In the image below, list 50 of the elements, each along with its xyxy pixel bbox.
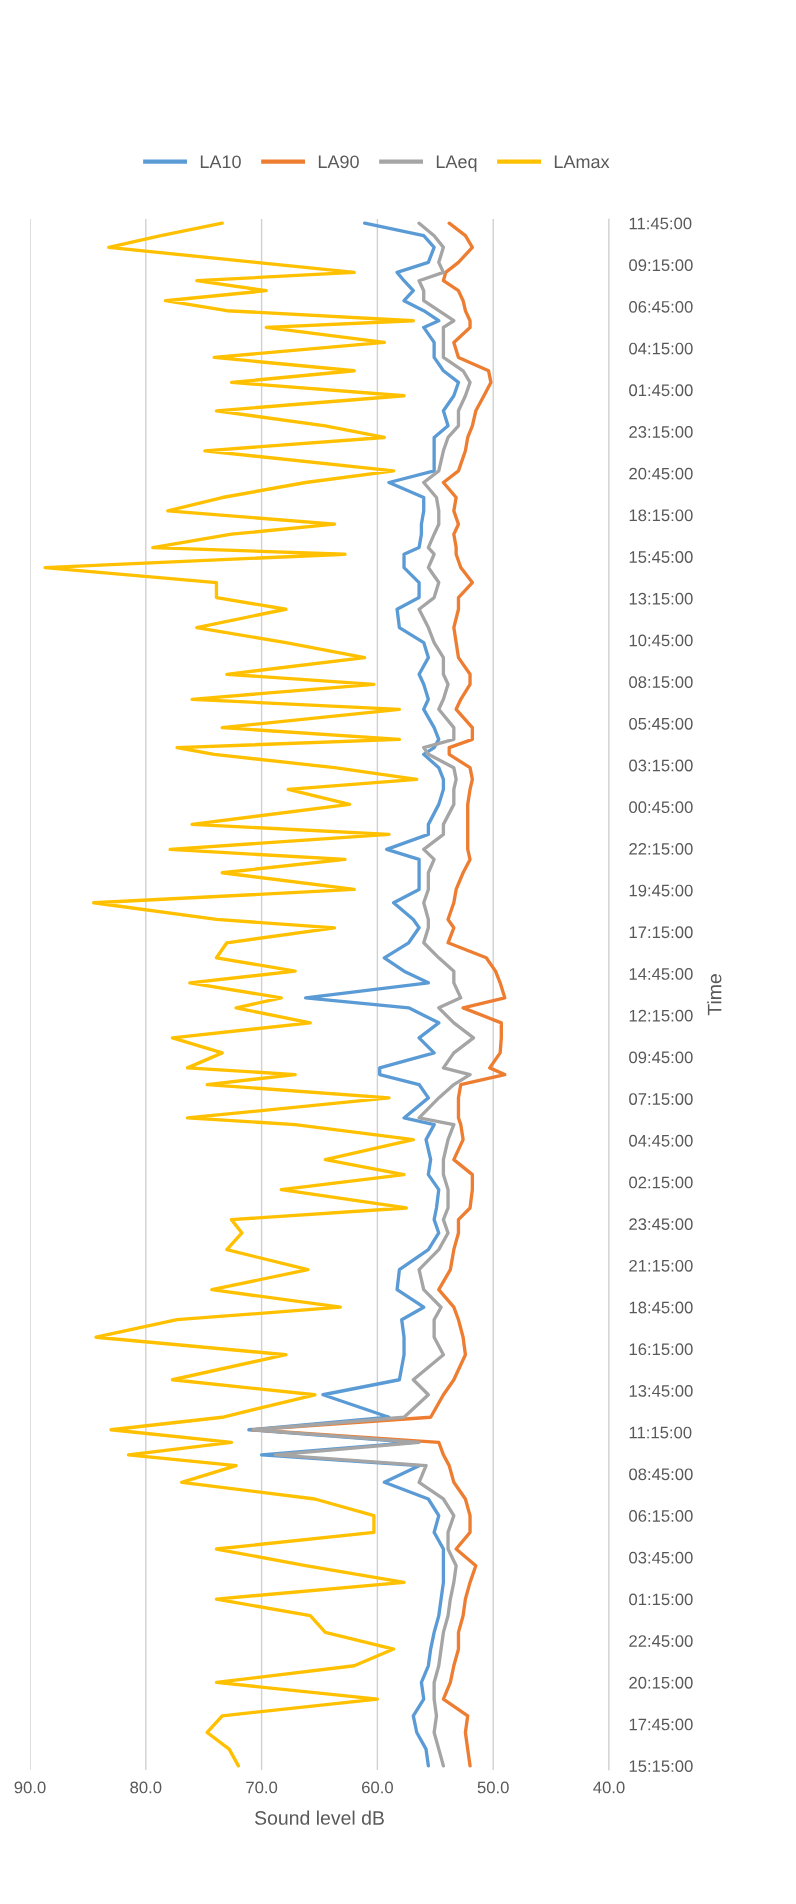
y-tick-label: 04:15:00 xyxy=(629,342,693,355)
y-tick-label: 02:15:00 xyxy=(629,1176,693,1189)
x-tick-label: 60.0 xyxy=(362,1781,393,1794)
y-tick-label: 18:15:00 xyxy=(629,509,693,522)
y-tick-label: 21:15:00 xyxy=(629,1259,693,1272)
y-tick-label: 14:45:00 xyxy=(629,968,693,980)
x-axis-title: Sound level dB xyxy=(254,1810,384,1825)
y-tick-label: 15:15:00 xyxy=(629,1760,693,1773)
y-tick-label: 03:45:00 xyxy=(629,1551,693,1564)
x-tick-label: 40.0 xyxy=(593,1781,625,1794)
y-tick-label: 15:45:00 xyxy=(629,551,693,563)
legend-label: LAmax xyxy=(554,155,610,169)
legend-label: LA90 xyxy=(318,155,359,169)
y-tick-label: 03:15:00 xyxy=(629,759,693,772)
y-axis-title: Time xyxy=(707,974,722,1016)
y-tick-label: 01:15:00 xyxy=(629,1593,693,1606)
y-tick-label: 17:45:00 xyxy=(629,1718,693,1731)
y-tick-label: 12:15:00 xyxy=(629,1009,693,1022)
y-tick-label: 08:15:00 xyxy=(629,676,693,688)
y-tick-label: 22:15:00 xyxy=(629,842,693,855)
legend-label: LA10 xyxy=(200,155,241,169)
y-tick-label: 23:45:00 xyxy=(629,1218,693,1231)
x-tick-label: 50.0 xyxy=(477,1781,509,1794)
y-tick-label: 11:45:00 xyxy=(629,217,692,230)
y-tick-label: 11:15:00 xyxy=(629,1426,692,1439)
x-tick-label: 90.0 xyxy=(14,1781,46,1794)
x-tick-label: 80.0 xyxy=(130,1781,162,1794)
y-tick-label: 05:45:00 xyxy=(629,717,693,730)
y-tick-label: 23:15:00 xyxy=(629,426,693,438)
y-tick-label: 13:15:00 xyxy=(629,592,693,605)
y-tick-label: 07:15:00 xyxy=(629,1093,693,1105)
y-tick-label: 17:15:00 xyxy=(629,926,693,939)
y-tick-label: 13:45:00 xyxy=(629,1384,693,1397)
y-tick-label: 08:45:00 xyxy=(629,1468,693,1481)
y-tick-label: 16:15:00 xyxy=(629,1343,693,1356)
y-tick-label: 06:45:00 xyxy=(629,300,693,313)
y-tick-label: 22:45:00 xyxy=(629,1635,693,1647)
x-tick-label: 70.0 xyxy=(246,1781,278,1794)
y-tick-label: 19:45:00 xyxy=(629,884,693,897)
y-tick-label: 20:45:00 xyxy=(629,467,693,480)
y-tick-label: 18:45:00 xyxy=(629,1301,693,1314)
y-tick-label: 20:15:00 xyxy=(629,1676,693,1689)
y-tick-label: 06:15:00 xyxy=(629,1510,693,1522)
legend-label: LAeq xyxy=(436,155,477,172)
y-tick-label: 09:45:00 xyxy=(629,1051,693,1064)
y-tick-label: 00:45:00 xyxy=(629,801,693,814)
y-tick-label: 04:45:00 xyxy=(629,1134,693,1147)
y-tick-label: 10:45:00 xyxy=(629,634,693,647)
y-tick-label: 01:45:00 xyxy=(629,384,693,397)
y-tick-label: 09:15:00 xyxy=(629,259,693,272)
